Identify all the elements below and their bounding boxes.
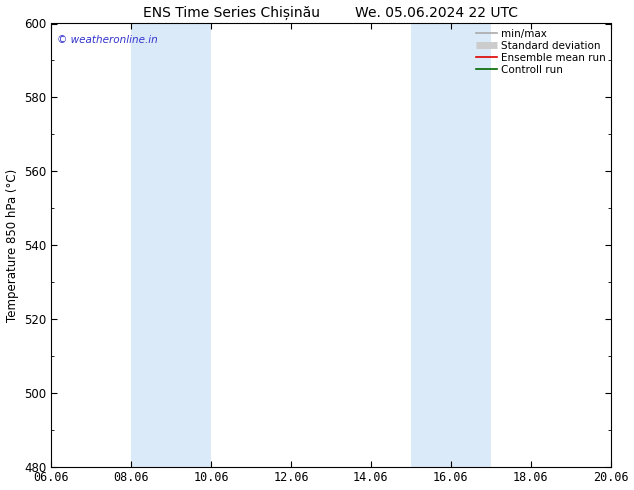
Legend: min/max, Standard deviation, Ensemble mean run, Controll run: min/max, Standard deviation, Ensemble me… bbox=[474, 26, 607, 77]
Y-axis label: Temperature 850 hPa (°C): Temperature 850 hPa (°C) bbox=[6, 169, 18, 321]
Bar bbox=[131, 24, 211, 466]
Text: © weatheronline.in: © weatheronline.in bbox=[57, 35, 158, 45]
Bar bbox=[411, 24, 491, 466]
Title: ENS Time Series Chișinău        We. 05.06.2024 22 UTC: ENS Time Series Chișinău We. 05.06.2024 … bbox=[143, 5, 519, 20]
